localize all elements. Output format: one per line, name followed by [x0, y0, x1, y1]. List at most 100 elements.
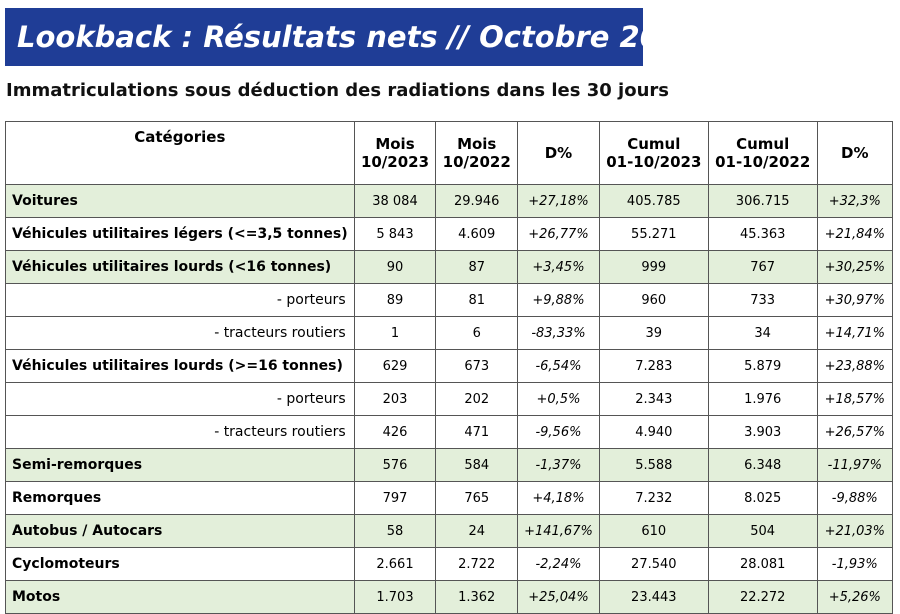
category-cell: - tracteurs routiers: [5, 415, 355, 449]
subtitle: Immatriculations sous déduction des radi…: [6, 80, 669, 101]
column-header: D%: [517, 121, 600, 185]
header-line: 10/2022: [442, 153, 511, 171]
header-line: Mois: [375, 135, 415, 153]
value-cell: 999: [598, 250, 709, 284]
column-header: Mois 10/2023: [353, 121, 437, 185]
value-cell: +25,04%: [517, 580, 600, 614]
table-row: - porteurs 203 202 +0,5% 2.343 1.976 +18,57%: [5, 382, 894, 416]
header-line: Catégories: [134, 128, 226, 146]
value-cell: 29.946: [435, 184, 519, 218]
title-banner: Lookback : Résultats nets // Octobre 202…: [5, 8, 700, 66]
value-cell: 28.081: [707, 547, 818, 581]
value-cell: 7.232: [598, 481, 709, 515]
table-row: Véhicules utilitaires lourds (>=16 tonne…: [5, 349, 894, 383]
header-row: Catégories Mois 10/2023 Mois 10/2022 D% Cumul 0…: [5, 121, 894, 185]
value-cell: 45.363: [707, 217, 818, 251]
value-cell: +141,67%: [517, 514, 600, 548]
value-cell: 90: [353, 250, 437, 284]
value-cell: 6.348: [707, 448, 818, 482]
value-cell: -9,88%: [816, 481, 894, 515]
value-cell: 584: [435, 448, 519, 482]
value-cell: -6,54%: [517, 349, 600, 383]
value-cell: 306.715: [707, 184, 818, 218]
column-header: Mois 10/2022: [435, 121, 519, 185]
category-cell: Autobus / Autocars: [5, 514, 355, 548]
category-cell: Véhicules utilitaires lourds (<16 tonnes…: [5, 250, 355, 284]
value-cell: 5.879: [707, 349, 818, 383]
header-line: Mois: [457, 135, 497, 153]
table-row: Motos 1.703 1.362 +25,04% 23.443 22.272 +5,26%: [5, 580, 894, 614]
value-cell: 8.025: [707, 481, 818, 515]
value-cell: 960: [598, 283, 709, 317]
column-header: D%: [816, 121, 894, 185]
value-cell: 34: [707, 316, 818, 350]
value-cell: 4.609: [435, 217, 519, 251]
value-cell: -1,37%: [517, 448, 600, 482]
value-cell: 576: [353, 448, 437, 482]
value-cell: +32,3%: [816, 184, 894, 218]
header-line: D%: [841, 144, 869, 162]
category-cell: Semi-remorques: [5, 448, 355, 482]
value-cell: +9,88%: [517, 283, 600, 317]
value-cell: 673: [435, 349, 519, 383]
value-cell: 55.271: [598, 217, 709, 251]
value-cell: 81: [435, 283, 519, 317]
table-row: Autobus / Autocars 58 24 +141,67% 610 504 +21,…: [5, 514, 894, 548]
table-row: - porteurs 89 81 +9,88% 960 733 +30,97%: [5, 283, 894, 317]
table-row: Véhicules utilitaires lourds (<16 tonnes…: [5, 250, 894, 284]
value-cell: 629: [353, 349, 437, 383]
value-cell: 1: [353, 316, 437, 350]
value-cell: +3,45%: [517, 250, 600, 284]
table-row: Semi-remorques 576 584 -1,37% 5.588 6.348 -11,…: [5, 448, 894, 482]
category-cell: Véhicules utilitaires lourds (>=16 tonne…: [5, 349, 355, 383]
value-cell: 7.283: [598, 349, 709, 383]
value-cell: 203: [353, 382, 437, 416]
value-cell: +26,77%: [517, 217, 600, 251]
header-line: D%: [544, 144, 573, 162]
value-cell: 797: [353, 481, 437, 515]
value-cell: +23,88%: [816, 349, 894, 383]
value-cell: 733: [707, 283, 818, 317]
category-cell: Voitures: [5, 184, 355, 218]
value-cell: +30,97%: [816, 283, 894, 317]
value-cell: 89: [353, 283, 437, 317]
value-cell: -1,93%: [816, 547, 894, 581]
value-cell: -83,33%: [517, 316, 600, 350]
header-line: 01-10/2023: [606, 153, 702, 171]
table-row: - tracteurs routiers 426 471 -9,56% 4.940 3.9…: [5, 415, 894, 449]
value-cell: 767: [707, 250, 818, 284]
value-cell: 58: [353, 514, 437, 548]
value-cell: 1.362: [435, 580, 519, 614]
value-cell: 2.722: [435, 547, 519, 581]
value-cell: 765: [435, 481, 519, 515]
value-cell: 39: [598, 316, 709, 350]
table-row: Voitures 38 084 29.946 +27,18% 405.785 306.71…: [5, 184, 894, 218]
value-cell: 610: [598, 514, 709, 548]
value-cell: 426: [353, 415, 437, 449]
table-row: Remorques 797 765 +4,18% 7.232 8.025 -9,88%: [5, 481, 894, 515]
value-cell: 27.540: [598, 547, 709, 581]
value-cell: 202: [435, 382, 519, 416]
value-cell: 22.272: [707, 580, 818, 614]
category-cell: Cyclomoteurs: [5, 547, 355, 581]
value-cell: 471: [435, 415, 519, 449]
table-row: Véhicules utilitaires légers (<=3,5 tonn…: [5, 217, 894, 251]
value-cell: 3.903: [707, 415, 818, 449]
header-line: Cumul: [736, 135, 790, 153]
value-cell: +21,84%: [816, 217, 894, 251]
column-header: Catégories: [5, 121, 355, 185]
value-cell: 1.703: [353, 580, 437, 614]
value-cell: 405.785: [598, 184, 709, 218]
category-cell: - porteurs: [5, 382, 355, 416]
value-cell: -2,24%: [517, 547, 600, 581]
value-cell: 2.343: [598, 382, 709, 416]
value-cell: +30,25%: [816, 250, 894, 284]
value-cell: +0,5%: [517, 382, 600, 416]
value-cell: +27,18%: [517, 184, 600, 218]
table-row: - tracteurs routiers 1 6 -83,33% 39 34 +14,71%: [5, 316, 894, 350]
value-cell: 38 084: [353, 184, 437, 218]
category-cell: Remorques: [5, 481, 355, 515]
value-cell: 23.443: [598, 580, 709, 614]
category-cell: Motos: [5, 580, 355, 614]
